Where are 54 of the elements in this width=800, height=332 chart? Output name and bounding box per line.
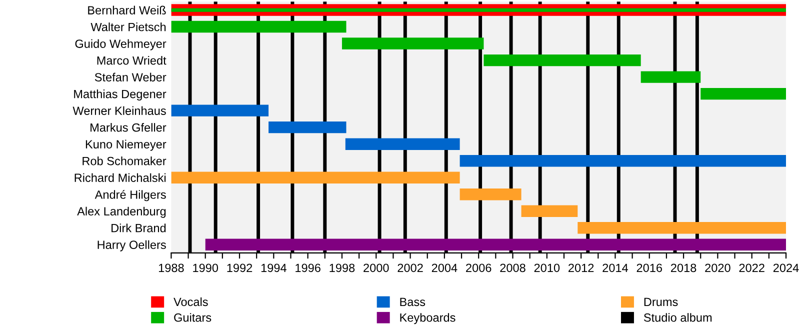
x-tick-label: 1998: [330, 264, 355, 272]
x-tick-label: 2000: [364, 264, 389, 272]
y-tick-label: Rob Schomaker: [82, 156, 166, 166]
x-tick-label: 1994: [261, 264, 286, 272]
bar: [205, 238, 786, 250]
x-tick-label: 2020: [705, 264, 730, 272]
x-tick-label: 1988: [158, 264, 184, 272]
x-tick-label: 1990: [193, 264, 218, 272]
x-tick-label: 2016: [636, 264, 662, 272]
y-tick-label: Werner Kleinhaus: [72, 106, 166, 115]
x-tick-label: 2010: [534, 264, 560, 272]
bar: [171, 104, 269, 116]
y-tick-label: André Hilgers: [94, 190, 166, 202]
x-tick-label: 2008: [500, 264, 526, 272]
bar: [342, 38, 484, 50]
bar: [345, 138, 460, 150]
y-tick-label: Stefan Weber: [94, 72, 166, 82]
legend-label: Keyboards: [400, 313, 456, 324]
y-tick-label: Guido Wehmeyer: [75, 39, 166, 50]
x-tick-label: 2012: [568, 264, 594, 272]
x-tick-label: 2018: [670, 264, 696, 272]
x-tick-label: 1992: [227, 264, 252, 272]
x-tick-label: 2002: [398, 264, 423, 272]
bar: [460, 188, 522, 200]
x-tick-label: 2014: [602, 264, 628, 272]
y-tick-label: Markus Gfeller: [90, 123, 166, 132]
bar: [700, 88, 786, 100]
y-tick-label: Kuno Niemeyer: [86, 140, 166, 151]
legend-label: Studio album: [644, 313, 712, 322]
bar: [171, 20, 346, 33]
bar: [171, 172, 460, 184]
y-tick-label: Alex Landenburg: [77, 206, 166, 218]
y-tick-label: Dirk Brand: [112, 224, 166, 232]
y-tick-label: Richard Michalski: [74, 173, 166, 182]
x-tick-label: 1996: [296, 264, 320, 272]
bar: [578, 222, 786, 234]
bar: [640, 71, 701, 83]
x-tick-label: 2022: [739, 264, 764, 272]
legend-label: Vocals: [174, 297, 208, 306]
bar: [484, 54, 641, 66]
bar: [521, 205, 578, 217]
x-tick-label: 2024: [773, 264, 799, 272]
bar: [268, 121, 346, 134]
y-tick-label: Matthias Degener: [74, 90, 166, 101]
legend-label: Bass: [400, 298, 426, 306]
y-tick-label: Harry Oellers: [98, 240, 166, 252]
legend-label: Drums: [644, 298, 678, 306]
y-tick-label: Walter Pietsch: [90, 22, 166, 32]
y-tick-label: Marco Wriedt: [97, 56, 166, 65]
y-tick-label: Bernhard Weiß: [88, 6, 166, 14]
x-tick-label: 2004: [432, 264, 458, 272]
bar: [460, 154, 786, 167]
legend-label: Guitars: [174, 313, 212, 322]
x-tick-label: 2006: [466, 264, 492, 272]
